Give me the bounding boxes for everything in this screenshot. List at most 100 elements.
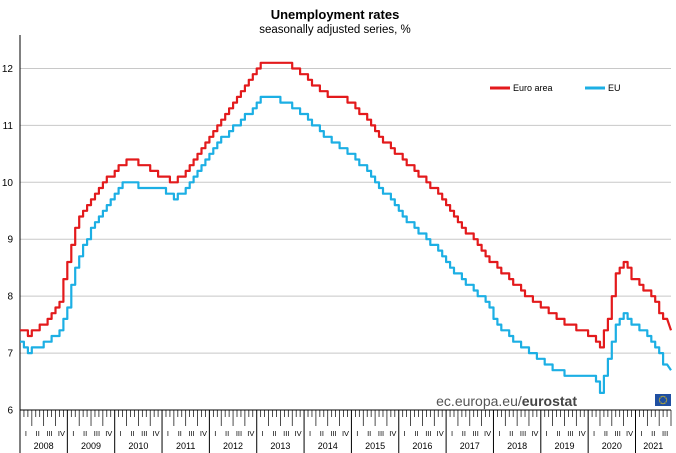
quarter-label: II (462, 429, 466, 438)
flag-star-icon (664, 396, 666, 398)
year-label: 2017 (460, 441, 480, 451)
quarter-label: I (72, 429, 74, 438)
quarter-label: I (640, 429, 642, 438)
quarter-label: I (214, 429, 216, 438)
quarter-label: I (593, 429, 595, 438)
quarter-label: III (473, 429, 479, 438)
grid (20, 67, 671, 354)
quarter-label: II (36, 429, 40, 438)
quarter-label: II (272, 429, 276, 438)
quarter-label: IV (153, 429, 160, 438)
legend: Euro area EU (490, 83, 621, 93)
flag-star-icon (660, 402, 662, 404)
quarter-label: III (378, 429, 384, 438)
quarter-label: II (130, 429, 134, 438)
quarter-label: IV (626, 429, 633, 438)
source-domain: ec.europa.eu/ (436, 393, 522, 409)
quarter-label: II (509, 429, 513, 438)
year-label: 2016 (412, 441, 432, 451)
quarter-label: III (520, 429, 526, 438)
year-label: 2009 (81, 441, 101, 451)
chart-title: Unemployment rates (271, 7, 400, 22)
quarter-label: IV (437, 429, 444, 438)
y-tick-label: 7 (7, 349, 13, 360)
quarter-label: I (356, 429, 358, 438)
quarter-label: I (546, 429, 548, 438)
quarter-label: II (83, 429, 87, 438)
flag-star-icon (662, 403, 664, 405)
y-tick-label: 8 (7, 292, 13, 303)
series-line-euro-area (20, 61, 673, 349)
y-tick-label: 10 (2, 178, 14, 189)
flag-star-icon (666, 399, 668, 401)
quarter-label: I (309, 429, 311, 438)
series-lines (20, 61, 673, 394)
year-label: 2011 (176, 441, 195, 451)
quarter-label: II (604, 429, 608, 438)
quarter-label: IV (105, 429, 112, 438)
quarter-label: III (283, 429, 289, 438)
quarter-label: IV (484, 429, 491, 438)
quarter-label: III (567, 429, 573, 438)
year-label: 2013 (270, 441, 290, 451)
quarter-label: II (320, 429, 324, 438)
source-brand: eurostat (522, 393, 578, 409)
y-axis: 6 7 8 9 10 11 12 (2, 35, 21, 417)
year-label: 2014 (318, 441, 338, 451)
quarter-label: II (178, 429, 182, 438)
quarter-label: I (262, 429, 264, 438)
source-credit: ec.europa.eu/eurostat (436, 393, 671, 409)
quarter-label: I (120, 429, 122, 438)
quarter-label: I (498, 429, 500, 438)
quarter-label: I (25, 429, 27, 438)
quarter-label: IV (342, 429, 349, 438)
flag-star-icon (665, 397, 667, 399)
quarter-label: III (662, 429, 668, 438)
quarter-label: IV (295, 429, 302, 438)
flag-star-icon (659, 397, 661, 399)
series-line-eu (20, 95, 672, 394)
quarter-label: II (414, 429, 418, 438)
y-tick-label: 6 (7, 406, 13, 417)
eu-flag-icon (655, 394, 671, 406)
flag-star-icon (665, 401, 667, 403)
year-label: 2012 (223, 441, 243, 451)
y-tick-label: 12 (2, 64, 14, 75)
quarter-label: III (615, 429, 621, 438)
quarter-label: II (367, 429, 371, 438)
year-label: 2008 (34, 441, 54, 451)
quarter-label: II (225, 429, 229, 438)
source-text: ec.europa.eu/eurostat (436, 393, 577, 409)
flag-star-icon (658, 399, 661, 401)
quarter-label: III (236, 429, 242, 438)
y-tick-label: 11 (3, 121, 14, 132)
quarter-label: I (167, 429, 169, 438)
quarter-label: II (556, 429, 560, 438)
flag-star-icon (662, 395, 664, 397)
quarter-label: IV (200, 429, 207, 438)
quarter-label: I (404, 429, 406, 438)
quarter-label: II (651, 429, 655, 438)
year-label: 2018 (507, 441, 527, 451)
year-label: 2015 (365, 441, 385, 451)
flag-star-icon (660, 396, 662, 398)
year-label: 2021 (643, 441, 663, 451)
flag-star-icon (664, 402, 666, 404)
quarter-label: IV (389, 429, 396, 438)
legend-label-eu: EU (608, 83, 621, 93)
quarter-label: III (331, 429, 337, 438)
quarter-label: I (451, 429, 453, 438)
year-label: 2020 (602, 441, 622, 451)
quarter-label: III (94, 429, 100, 438)
quarter-label: III (46, 429, 52, 438)
legend-label-euro-area: Euro area (513, 83, 553, 93)
quarter-label: III (188, 429, 194, 438)
quarter-label: III (141, 429, 147, 438)
quarter-label: IV (247, 429, 254, 438)
flag-star-icon (659, 401, 661, 403)
quarter-label: III (425, 429, 431, 438)
quarter-label: IV (58, 429, 65, 438)
y-tick-label: 9 (7, 235, 13, 246)
x-axis: I II III IV I II III IV I II III IV I II III IV I II III IV… (19, 409, 672, 453)
